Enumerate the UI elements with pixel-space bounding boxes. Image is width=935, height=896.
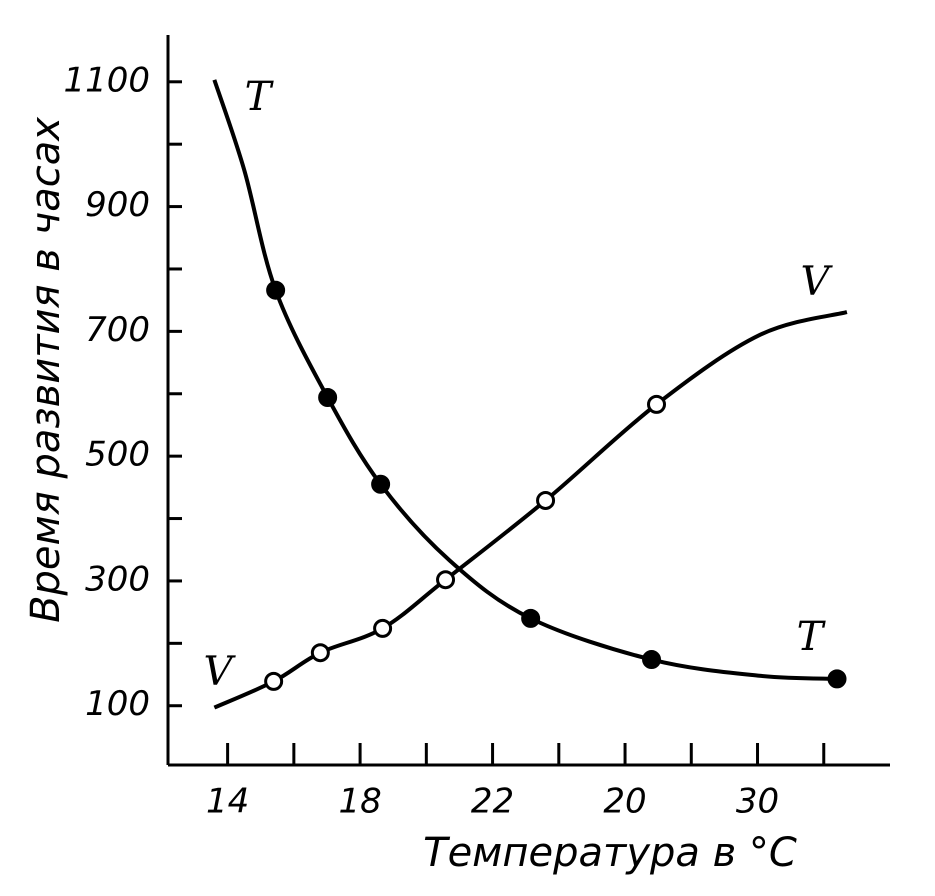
y-tick-label: 1100 [63, 60, 150, 100]
series-name: V [204, 649, 237, 695]
y-tick-label: 300 [85, 559, 150, 599]
point [536, 490, 556, 510]
point [371, 474, 391, 494]
point [521, 608, 541, 628]
point [642, 650, 662, 670]
y-axis-label: Время развития в часах [23, 117, 69, 623]
y-tick-label: 100 [85, 684, 150, 724]
x-tick-label: 14 [206, 782, 249, 822]
x-axis-label: Температура в °C [423, 830, 797, 876]
x-tick-label: 18 [338, 782, 381, 822]
x-tick-label: 22 [471, 782, 514, 822]
point [373, 618, 393, 638]
x-tick-label: 20 [603, 782, 646, 822]
series-name: T [797, 614, 827, 660]
y-tick-label: 500 [85, 435, 150, 475]
point [827, 669, 847, 689]
point [318, 388, 338, 408]
y-tick-label: 700 [85, 310, 150, 350]
point [266, 280, 286, 300]
point [264, 671, 284, 691]
series-line [212, 79, 838, 681]
point [310, 643, 330, 663]
point [436, 570, 456, 590]
series-line [213, 310, 848, 710]
point [647, 394, 667, 414]
x-tick-label: 30 [736, 782, 779, 822]
series-name: T [245, 74, 275, 120]
series-name: V [801, 259, 834, 305]
y-tick-label: 900 [85, 185, 150, 225]
